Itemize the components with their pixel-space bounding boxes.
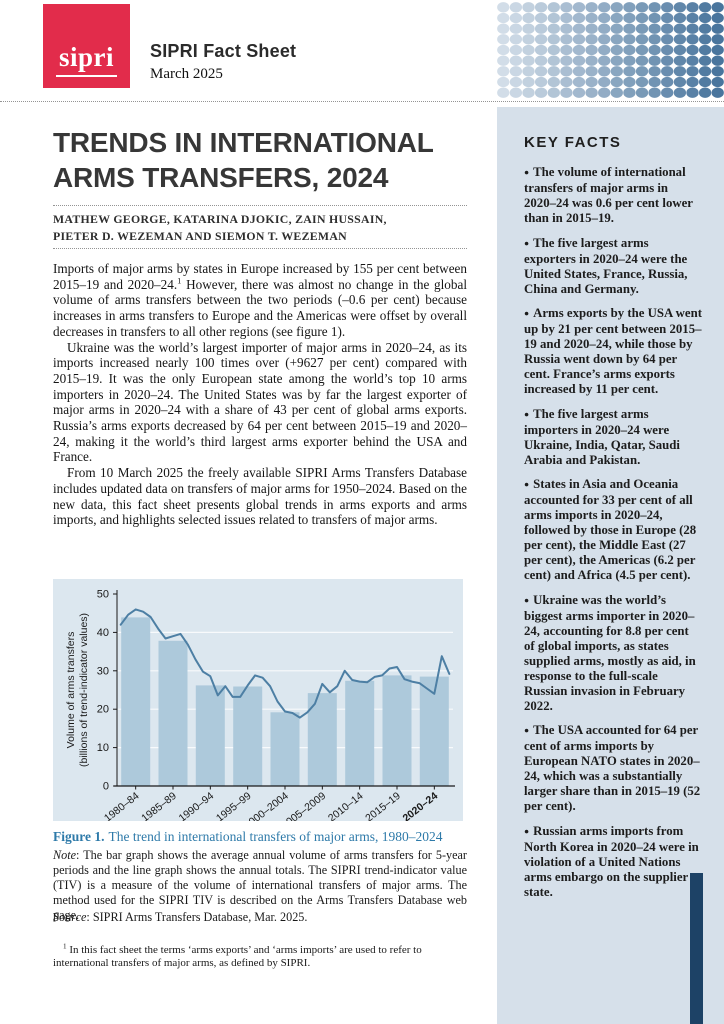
- bullet-icon: ●: [524, 825, 530, 836]
- figure-source: Source: SIPRI Arms Transfers Database, M…: [53, 910, 308, 924]
- authors-line1: MATHEW GEORGE, KATARINA DJOKIC, ZAIN HUS…: [53, 212, 387, 226]
- paragraph-1: Imports of major arms by states in Europ…: [53, 261, 467, 339]
- publication-date: March 2025: [150, 66, 223, 82]
- dot-pattern-decoration: [497, 2, 724, 98]
- svg-text:50: 50: [97, 589, 109, 601]
- sipri-logo-text: sipri: [55, 44, 117, 77]
- key-fact-item: ● Russian arms imports from North Korea i…: [524, 823, 699, 899]
- svg-text:30: 30: [97, 665, 109, 677]
- body-text: Imports of major arms by states in Europ…: [53, 261, 467, 528]
- svg-text:40: 40: [97, 627, 109, 639]
- bullet-icon: ●: [524, 479, 530, 489]
- key-fact-item: ● The USA accounted for 64 per cent of ar…: [524, 723, 701, 813]
- figure1-chart: 0 10 20 30 40 50 1980–84 1985–89 1990–94 1995–99 2…: [53, 579, 463, 821]
- svg-text:(billions of trend-indicator v: (billions of trend-indicator values): [78, 613, 90, 767]
- authors: MATHEW GEORGE, KATARINA DJOKIC, ZAIN HUS…: [53, 211, 467, 244]
- page-edge-bar: [690, 873, 703, 1024]
- bullet-icon: ●: [524, 408, 530, 419]
- svg-text:10: 10: [97, 742, 109, 754]
- figure-caption-text: The trend in international transfers of …: [108, 829, 443, 844]
- key-fact-item: ● Arms exports by the USA went up by 21 p…: [524, 306, 702, 396]
- key-facts-title: KEY FACTS: [524, 134, 622, 151]
- dotted-rule: [53, 205, 467, 206]
- key-fact-item: ● The five largest arms exporters in 2020…: [524, 235, 688, 296]
- authors-line2: PIETER D. WEZEMAN AND SIEMON T. WEZEMAN: [53, 228, 347, 243]
- key-fact-item: ● The five largest arms importers in 2020…: [524, 406, 680, 467]
- footnote: 1 In this fact sheet the terms ‘arms exp…: [53, 942, 422, 969]
- bullet-icon: ●: [524, 237, 530, 248]
- figure-caption: Figure 1. The trend in international tran…: [53, 829, 467, 845]
- dotted-rule: [0, 101, 724, 102]
- page-title-line1: TRENDS IN INTERNATIONAL: [53, 127, 434, 158]
- fact-sheet-label: SIPRI Fact Sheet: [150, 41, 297, 61]
- key-facts-panel: KEY FACTS ● The volume of international t…: [497, 107, 724, 1024]
- svg-text:Volume of arms transfers: Volume of arms transfers: [65, 632, 77, 749]
- figure-label: Figure 1.: [53, 829, 105, 844]
- bullet-icon: ●: [524, 725, 530, 735]
- figure-note: Note: The bar graph shows the average an…: [53, 848, 467, 922]
- key-fact-item: ● Ukraine was the world’s biggest arms im…: [524, 592, 696, 713]
- paragraph-3: From 10 March 2025 the freely available …: [53, 465, 467, 528]
- bullet-icon: ●: [524, 308, 530, 318]
- paragraph-2: Ukraine was the world’s largest importer…: [53, 339, 467, 465]
- footnote-reference: 1: [177, 275, 182, 286]
- key-fact-item: ● States in Asia and Oceania accounted fo…: [524, 477, 697, 582]
- svg-text:0: 0: [103, 781, 109, 793]
- sipri-logo: sipri: [43, 4, 130, 88]
- bullet-icon: ●: [524, 594, 530, 605]
- dotted-rule: [53, 248, 467, 249]
- svg-text:20: 20: [97, 704, 109, 716]
- key-fact-item: ● The volume of international transfers o…: [524, 165, 693, 225]
- footnote-marker: 1: [63, 942, 67, 951]
- page-title-line2: ARMS TRANSFERS, 2024: [53, 162, 389, 193]
- bullet-icon: ●: [524, 167, 530, 177]
- page-title: TRENDS IN INTERNATIONAL ARMS TRANSFERS, …: [53, 125, 469, 195]
